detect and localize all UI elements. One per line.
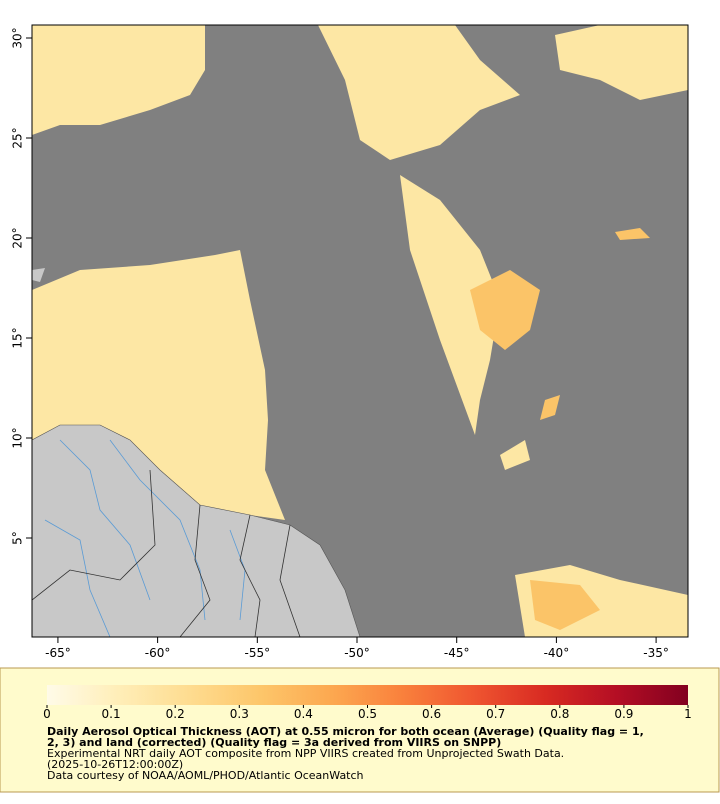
caption-line: (2025-10-26T12:00:00Z) — [47, 758, 183, 771]
colorbar — [47, 685, 688, 705]
x-tick-label: -50° — [344, 646, 370, 660]
colorbar-tick-label: 0.1 — [102, 707, 121, 721]
caption-title: 2, 3) and land (corrected) (Quality flag… — [47, 736, 501, 749]
river — [44, 519, 111, 637]
colorbar-tick-label: 0.4 — [294, 707, 313, 721]
colorbar-tick-label: 0.8 — [550, 707, 569, 721]
aot-patch — [32, 25, 205, 135]
aot-patch — [318, 25, 520, 160]
borders — [32, 469, 301, 637]
colorbar-tick-label: 0.2 — [166, 707, 185, 721]
colorbar-tick-label: 0.7 — [486, 707, 505, 721]
axes: -65° -60° -55° -50° -45° -40° -35° 5° 10° 15° 20° 2… — [11, 27, 669, 660]
aot-patch — [615, 228, 650, 240]
colorbar-axis: 0 0.1 0.2 0.3 0.4 0.5 0.6 0.7 0.8 0.9 1 — [43, 705, 692, 721]
y-tick-label: 25° — [11, 127, 25, 148]
colorbar-tick-label: 0 — [43, 707, 51, 721]
y-tick-label: 10° — [11, 427, 25, 448]
map-frame — [31, 24, 689, 638]
colorbar-tick-label: 0.6 — [422, 707, 441, 721]
border — [279, 524, 301, 637]
aot-patches-high — [470, 228, 650, 630]
x-tick-label: -55° — [245, 646, 271, 660]
aot-patch — [530, 580, 600, 630]
colorbar-tick-label: 0.5 — [358, 707, 377, 721]
aot-patch — [470, 270, 540, 350]
caption-line: Data courtesy of NOAA/AOML/PHOD/Atlantic… — [47, 769, 364, 782]
river — [109, 439, 206, 621]
caption-title: Daily Aerosol Optical Thickness (AOT) at… — [47, 725, 644, 738]
y-tick-label: 20° — [11, 227, 25, 248]
x-tick-label: -40° — [544, 646, 570, 660]
caption-line: Experimental NRT daily AOT composite fro… — [47, 747, 564, 760]
border — [239, 514, 261, 637]
colorbar-tick-label: 0.3 — [230, 707, 249, 721]
aot-patch — [500, 440, 530, 470]
map-area — [32, 25, 688, 637]
border — [179, 504, 211, 637]
y-tick-label: 30° — [11, 27, 25, 48]
aot-patch — [540, 395, 560, 420]
border — [32, 469, 156, 601]
x-tick-label: -35° — [643, 646, 669, 660]
x-tick-label: -65° — [45, 646, 71, 660]
land — [32, 268, 45, 282]
x-tick-label: -60° — [145, 646, 171, 660]
x-tick-label: -45° — [444, 646, 470, 660]
y-tick-label: 5° — [11, 531, 25, 545]
aot-patch — [555, 25, 688, 100]
colorbar-tick-label: 1 — [684, 707, 692, 721]
aot-patch — [32, 250, 285, 520]
aot-patch — [400, 175, 500, 435]
y-tick-label: 15° — [11, 327, 25, 348]
colorbar-tick-label: 0.9 — [614, 707, 633, 721]
